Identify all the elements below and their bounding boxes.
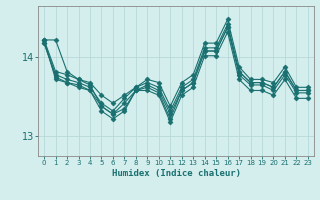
X-axis label: Humidex (Indice chaleur): Humidex (Indice chaleur) xyxy=(111,169,241,178)
